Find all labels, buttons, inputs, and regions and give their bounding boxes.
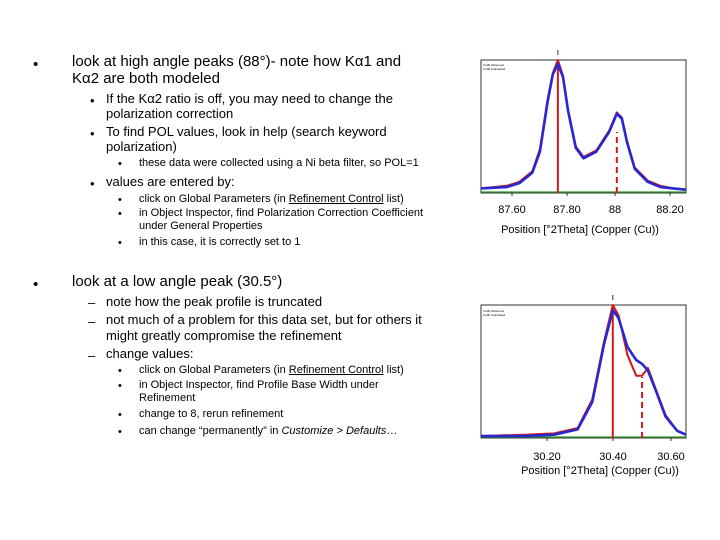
bullet-dot: • (90, 176, 95, 191)
bullet-high-angle: look at high angle peaks (88°)- note how… (72, 53, 401, 71)
legend-entry: Cu00 Observed (483, 309, 504, 313)
x-axis-label: Position [°2Theta] (Copper (Cu)) (501, 224, 659, 236)
text: … (386, 425, 398, 437)
refinement-control-link: Refinement Control (288, 364, 384, 376)
text: list) (383, 364, 404, 376)
text: look at high angle peaks (88°)- note how… (72, 53, 355, 70)
bullet-profile-base-line2: Refinement (139, 392, 196, 404)
plot-frame (480, 59, 687, 194)
bullet-click-global: click on Global Parameters (in Refinemen… (139, 193, 404, 206)
bullet-profile-base: in Object Inspector, find Profile Base W… (139, 379, 379, 391)
bullet-pol-line2: polarization) (106, 139, 177, 154)
bullet-not-much-line2: might greatly compromise the refinement (106, 328, 342, 343)
calculated-series-line (480, 62, 687, 191)
x-tick-label: 87.80 (553, 204, 581, 216)
text: If the K (106, 91, 148, 106)
bullet-ratio-line2: polarization correction (106, 106, 234, 121)
bullet-values-entered: values are entered by: (106, 174, 235, 189)
text: list) (383, 193, 404, 205)
bullet-low-angle: look at a low angle peak (30.5°) (72, 273, 283, 290)
text: can change “permanently” in (139, 425, 282, 437)
customize-defaults-path: Customize > Defaults (281, 425, 387, 437)
bullet-dot: • (118, 158, 122, 170)
x-tick-label: 87.60 (498, 204, 526, 216)
bullet-dash: – (88, 348, 96, 363)
bullet-dot: • (118, 237, 122, 249)
text: 2 ratio is off, you may need to change t… (154, 91, 393, 106)
bullet-high-angle-line2: Kα2 are both modeled (72, 70, 220, 88)
bullet-ni-filter: these data were collected using a Ni bet… (139, 157, 419, 169)
bullet-object-inspector: in Object Inspector, find Polarization C… (139, 207, 424, 219)
bullet-click-global-2: click on Global Parameters (in Refinemen… (139, 364, 404, 377)
x-tick-label: 30.40 (599, 451, 627, 463)
bullet-dot: • (118, 194, 122, 206)
text: 2 are both modeled (90, 70, 220, 87)
alpha-symbol: α (354, 53, 364, 70)
calculated-series-line (481, 308, 687, 438)
text: 1 and (363, 53, 402, 70)
bullet-change-values: change values: (106, 346, 194, 361)
bullet-dot: • (118, 380, 122, 392)
legend-entry: Cu00 Calculated (483, 67, 506, 71)
bullet-change-to-8: change to 8, rerun refinement (139, 408, 284, 420)
x-axis-label: Position [°2Theta] (Copper (Cu)) (521, 465, 679, 477)
alpha-symbol: α (147, 91, 155, 106)
legend-entry: Cu00 Calculated (483, 313, 506, 317)
bullet-dot: • (118, 208, 122, 220)
bullet-set-to-1: in this case, it is correctly set to 1 (139, 236, 301, 248)
bullet-dot: • (118, 365, 122, 377)
bullet-dash: – (88, 295, 96, 310)
legend-entry: Cu00 Observed (483, 63, 504, 67)
x-tick-label: 88.20 (656, 204, 684, 216)
x-tick-label: 30.60 (657, 451, 685, 463)
bullet-dot: • (118, 426, 122, 438)
bullet-not-much: not much of a problem for this data set,… (106, 312, 422, 327)
text: click on Global Parameters (in (139, 193, 289, 205)
bullet-dot: • (90, 93, 95, 108)
bullet-dot: • (118, 409, 122, 421)
bullet-truncated: note how the peak profile is truncated (106, 294, 323, 309)
bullet-dot: • (90, 126, 95, 141)
x-tick-label: 30.20 (533, 451, 561, 463)
bullet-dot: • (33, 276, 39, 293)
text: click on Global Parameters (in (139, 364, 289, 376)
text: K (72, 70, 83, 87)
bullet-pol: To find POL values, look in help (search… (106, 124, 387, 139)
alpha-symbol: α (82, 70, 91, 87)
bullet-customize: can change “permanently” in Customize > … (139, 425, 397, 438)
bullet-dot: • (33, 56, 39, 73)
bullet-ratio: If the Kα2 ratio is off, you may need to… (106, 91, 393, 106)
x-tick-label: 88 (609, 204, 621, 216)
refinement-control-link: Refinement Control (288, 193, 384, 205)
bullet-object-inspector-line2: under General Properties (139, 220, 263, 232)
bullet-dash: – (88, 314, 96, 329)
